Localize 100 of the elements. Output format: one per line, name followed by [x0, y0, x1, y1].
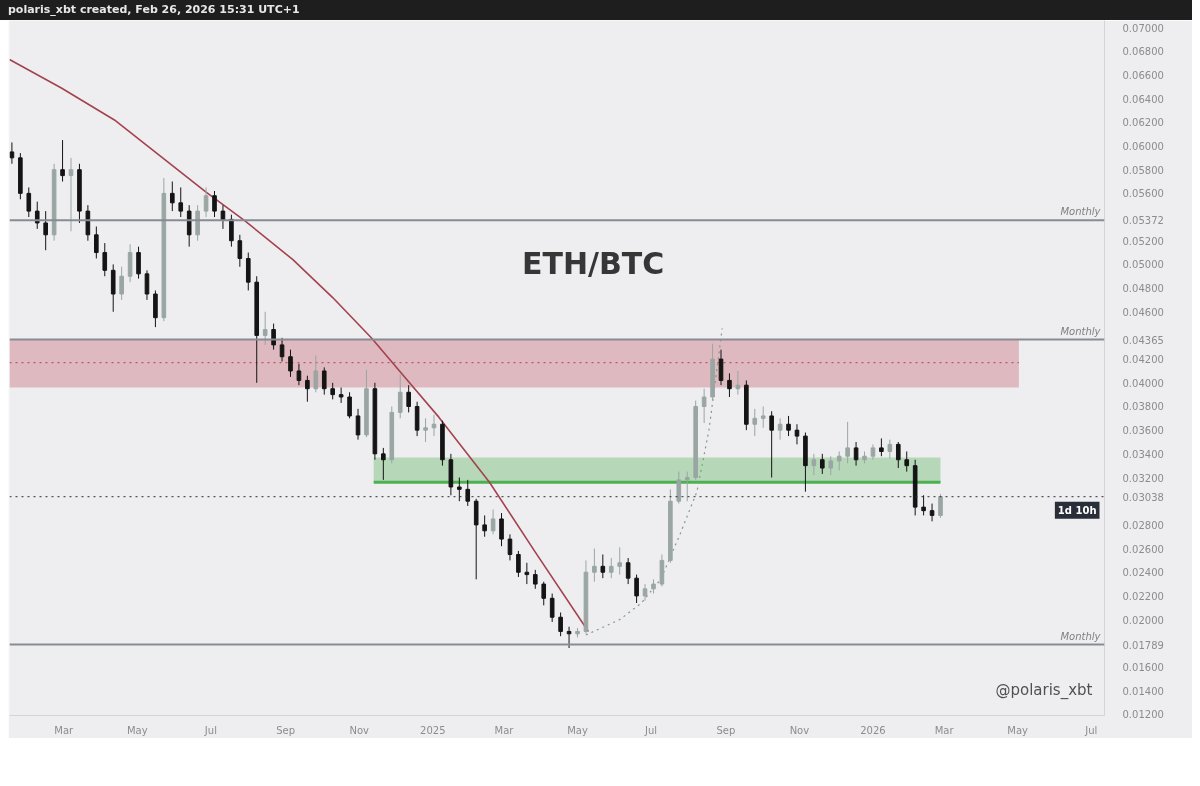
x-tick-label: Mar	[934, 724, 955, 736]
x-tick-label: Mar	[494, 724, 515, 736]
candlestick	[507, 533, 513, 561]
candlestick	[144, 269, 150, 301]
candlestick	[473, 498, 479, 580]
candlestick	[718, 349, 724, 386]
candlestick	[490, 508, 496, 535]
ref-line-label: Monthly	[1060, 630, 1102, 642]
y-tick-label: 0.04600	[1122, 306, 1164, 318]
candlestick	[659, 553, 665, 587]
candlestick	[566, 626, 572, 649]
candlestick	[499, 512, 504, 547]
x-tick-label: Nov	[349, 724, 370, 736]
line-series	[585, 327, 723, 636]
candlestick	[634, 574, 639, 604]
candlestick	[136, 246, 141, 280]
candlestick	[169, 181, 175, 212]
candlestick	[119, 266, 124, 301]
candlestick	[321, 366, 327, 396]
candlestick	[94, 226, 99, 259]
candlestick	[853, 441, 859, 467]
candlestick	[397, 374, 403, 419]
ref-line-label: Monthly	[1060, 325, 1102, 337]
candlestick	[60, 139, 65, 183]
y-tick-label: 0.06800	[1122, 46, 1164, 58]
y-tick-label: 0.05000	[1122, 259, 1164, 271]
candlestick	[541, 581, 547, 606]
candlestick	[904, 450, 910, 473]
y-tick-label: 0.01400	[1122, 685, 1164, 697]
y-tick-label: 0.03200	[1122, 472, 1164, 484]
candlestick	[203, 186, 209, 218]
candlestick	[676, 471, 682, 505]
y-tick-label: 0.07000	[1122, 22, 1164, 34]
annotation: @polaris_xbt	[995, 680, 1093, 700]
y-tick-label: 0.03400	[1122, 448, 1164, 460]
y-tick-label: 0.01789	[1122, 639, 1164, 651]
y-tick-label: 0.04800	[1122, 283, 1164, 295]
y-tick-label: 0.02000	[1122, 614, 1164, 626]
x-tick-label: Nov	[789, 724, 810, 736]
candlestick	[237, 234, 243, 268]
candlestick	[592, 548, 597, 583]
ref-line-label: 1d 10h	[1057, 504, 1097, 516]
candlestick	[212, 190, 217, 218]
candlestick	[262, 311, 268, 346]
candlestick	[296, 363, 302, 386]
x-tick-label: May	[1007, 724, 1029, 736]
candlestick	[153, 289, 158, 328]
candlestick	[845, 421, 850, 464]
candlestick	[220, 204, 226, 230]
candlestick	[313, 355, 319, 393]
candlestick	[245, 252, 251, 291]
candlestick	[178, 186, 184, 218]
y-tick-label: 0.04200	[1122, 354, 1164, 366]
x-tick-label: Mar	[54, 724, 75, 736]
candlestick	[102, 242, 108, 277]
candlestick	[549, 593, 555, 623]
candlestick	[558, 611, 563, 637]
candlestick	[279, 337, 285, 362]
candlestick	[305, 375, 310, 403]
x-tick-label: Jul	[644, 724, 658, 736]
candlestick	[642, 583, 648, 602]
candlestick	[465, 479, 471, 507]
y-tick-label: 0.03038	[1122, 491, 1164, 503]
candlestick	[414, 401, 420, 437]
y-tick-label: 0.06200	[1122, 117, 1164, 129]
x-tick-label: Sep	[716, 724, 736, 736]
y-tick-label: 0.04365	[1122, 334, 1164, 346]
x-tick-label: Jul	[1084, 724, 1098, 736]
candlestick	[516, 550, 521, 578]
candlestick	[524, 562, 530, 585]
candlestick	[532, 569, 538, 590]
text: ETH/BTC	[521, 246, 665, 282]
y-tick-label: 0.05800	[1122, 164, 1164, 176]
y-tick-label: 0.02400	[1122, 567, 1164, 579]
ref-line-label: Monthly	[1060, 206, 1102, 218]
candlestick	[820, 453, 825, 475]
y-tick-label: 0.02600	[1122, 543, 1164, 555]
candlestick	[701, 388, 707, 424]
y-tick-label: 0.06600	[1122, 69, 1164, 81]
candlestick	[186, 204, 192, 248]
y-tick-label: 0.05600	[1122, 188, 1164, 200]
candlestick	[895, 441, 901, 469]
y-tick-label: 0.02800	[1122, 519, 1164, 531]
candlestick	[608, 557, 614, 579]
candlestick	[338, 387, 344, 404]
candlestick	[828, 455, 834, 476]
x-tick-label: Sep	[276, 724, 296, 736]
candlestick	[929, 503, 935, 522]
candlestick	[794, 423, 800, 445]
candlestick	[423, 417, 428, 443]
y-tick-label: 0.03800	[1122, 401, 1164, 413]
y-tick-label: 0.06400	[1122, 93, 1164, 105]
candlestick	[271, 323, 276, 351]
x-tick-label: May	[126, 724, 148, 736]
candlestick	[406, 384, 411, 413]
candlestick	[482, 514, 487, 538]
y-tick-label: 0.02200	[1122, 590, 1164, 602]
y-tick-label: 0.04000	[1122, 377, 1164, 389]
candlestick	[625, 557, 631, 585]
candlestick	[786, 415, 791, 437]
